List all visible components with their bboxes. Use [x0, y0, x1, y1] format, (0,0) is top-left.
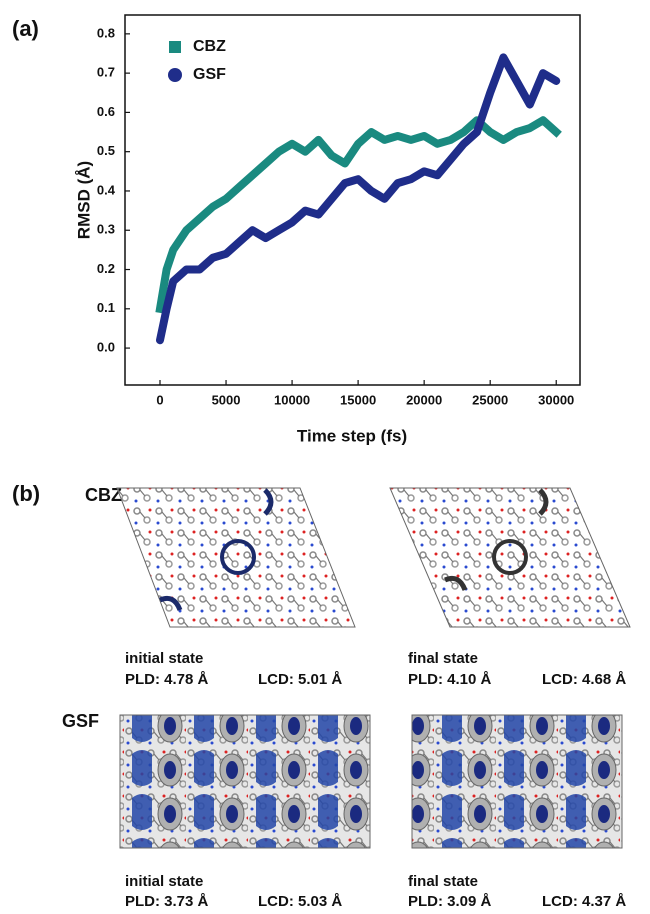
state-label: final state [408, 873, 478, 890]
y-tick-label: 0.8 [97, 25, 115, 40]
y-tick-label: 0.0 [97, 340, 115, 355]
x-tick-label: 30000 [538, 392, 574, 407]
y-tick-label: 0.1 [97, 300, 115, 315]
lcd-label: LCD: 5.01 Å [258, 671, 342, 688]
lcd-label: LCD: 5.03 Å [258, 893, 342, 909]
panel-label: (a) [12, 16, 39, 41]
y-tick-label: 0.6 [97, 104, 115, 119]
series-line [156, 53, 561, 345]
legend-label: CBZ [193, 38, 226, 55]
pld-label: PLD: 3.09 Å [408, 893, 492, 909]
legend-marker [169, 41, 181, 53]
x-axis-title: Time step (fs) [297, 426, 407, 445]
x-tick-label: 5000 [212, 392, 241, 407]
pld-label: PLD: 4.78 Å [125, 671, 209, 688]
lcd-label: LCD: 4.68 Å [542, 671, 626, 688]
row-label: CBZ [85, 485, 122, 505]
x-tick-label: 15000 [340, 392, 376, 407]
x-tick-label: 25000 [472, 392, 508, 407]
crystal-image [411, 714, 623, 849]
panel-label: (b) [12, 481, 40, 506]
y-axis-title: RMSD (Å) [74, 161, 93, 239]
y-tick-label: 0.3 [97, 222, 115, 237]
y-tick-label: 0.7 [97, 65, 115, 80]
y-tick-label: 0.2 [97, 261, 115, 276]
x-tick-label: 10000 [274, 392, 310, 407]
state-label: initial state [125, 650, 203, 667]
state-label: initial state [125, 873, 203, 890]
crystal-image [119, 714, 371, 849]
lcd-label: LCD: 4.37 Å [542, 893, 626, 909]
row-label: GSF [62, 711, 99, 731]
plot-frame [124, 14, 581, 386]
x-tick-label: 20000 [406, 392, 442, 407]
legend-marker [168, 68, 182, 82]
pld-label: PLD: 3.73 Å [125, 893, 209, 909]
y-tick-label: 0.5 [97, 143, 115, 158]
crystal-image [389, 487, 631, 628]
series-line [155, 116, 562, 314]
legend-label: GSF [193, 66, 226, 83]
pld-label: PLD: 4.10 Å [408, 671, 492, 688]
state-label: final state [408, 650, 478, 667]
crystal-image [116, 487, 356, 628]
x-tick-label: 0 [156, 392, 163, 407]
y-tick-label: 0.4 [97, 182, 116, 197]
